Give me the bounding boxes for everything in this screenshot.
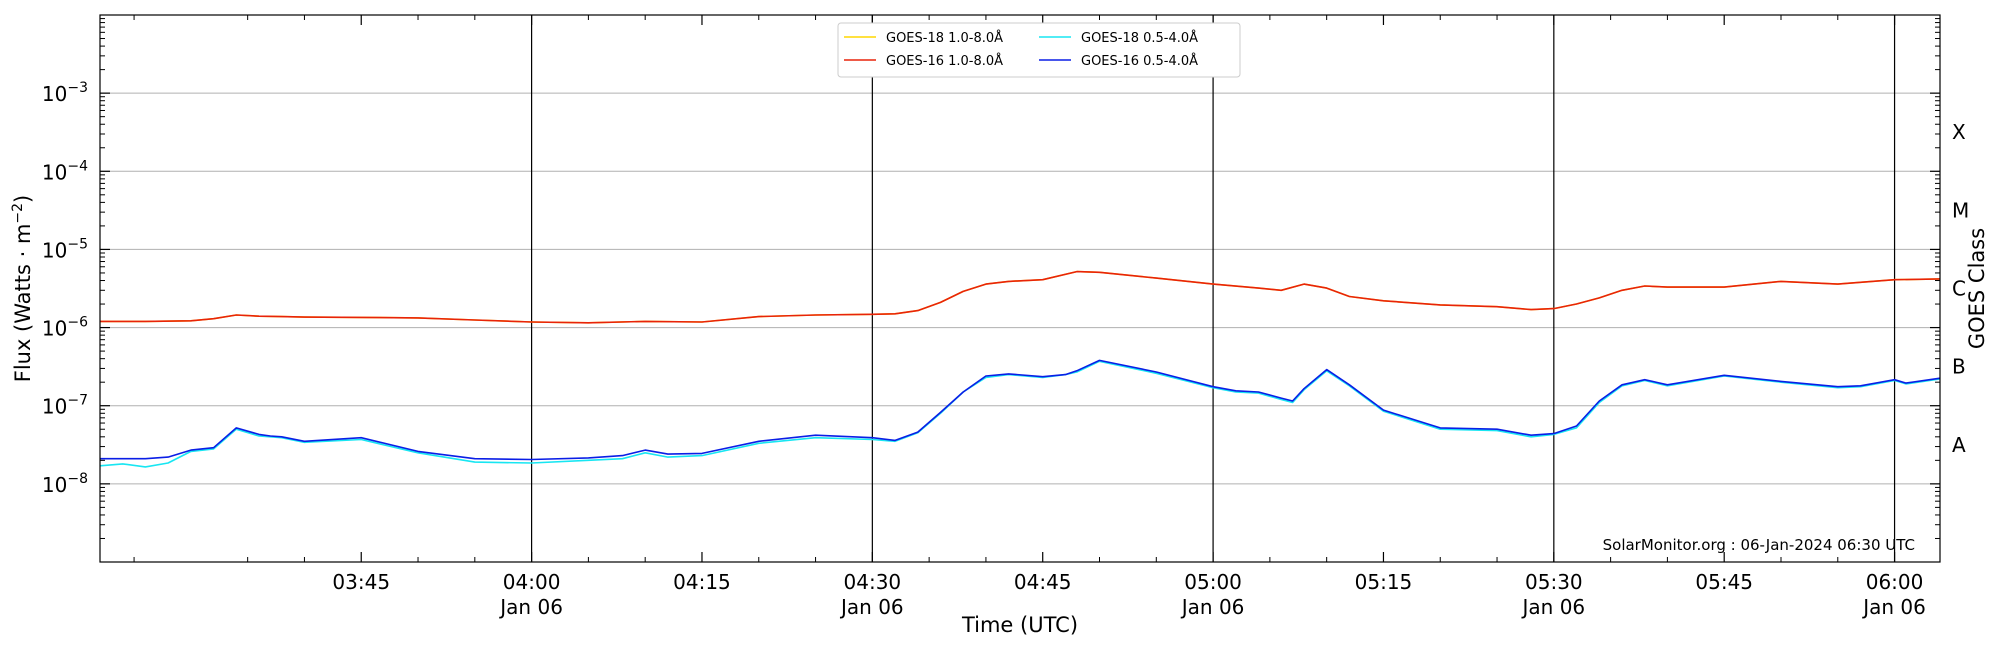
y-tick-base: 10 xyxy=(42,238,67,262)
x-tick-date-label: Jan 06 xyxy=(1180,595,1245,619)
legend: GOES-18 1.0-8.0Å GOES-16 1.0-8.0Å GOES-18 … xyxy=(837,22,1241,78)
goes-class-label: A xyxy=(1952,433,1966,457)
y-axis-title-superscript: −2 xyxy=(10,203,26,224)
y-tick-label: 10−6 xyxy=(42,315,88,341)
y-tick-label: 10−4 xyxy=(42,158,88,184)
y-axis-title-close: ) xyxy=(11,195,35,203)
flux-series xyxy=(99,270,1941,468)
goes-class-label: X xyxy=(1952,120,1966,144)
y-tick-base: 10 xyxy=(42,473,67,497)
series-line xyxy=(100,270,1941,324)
y-tick-label: 10−8 xyxy=(42,471,88,497)
y-tick-labels: 10−810−710−610−510−410−3 xyxy=(42,80,88,497)
series-line xyxy=(100,270,1941,324)
x-tick-label: 05:45 xyxy=(1695,570,1753,594)
legend-label: GOES-16 0.5-4.0Å xyxy=(1081,53,1198,69)
y-tick-base: 10 xyxy=(42,82,67,106)
goes-class-label: M xyxy=(1952,198,1969,222)
y-tick-label: 10−3 xyxy=(42,80,88,106)
x-tick-label: 05:00 xyxy=(1184,570,1242,594)
x-tick-label: 05:30 xyxy=(1525,570,1583,594)
day-marker-lines xyxy=(531,15,1896,562)
y-axis-title: Flux (Watts · m−2) xyxy=(10,195,35,383)
y-tick-label: 10−7 xyxy=(42,393,88,419)
x-tick-date-label: Jan 06 xyxy=(1861,595,1926,619)
y-axis-title-main: Flux (Watts · m xyxy=(11,224,35,383)
y-tick-exponent: −7 xyxy=(67,393,88,409)
x-tick-label: 04:45 xyxy=(1014,570,1072,594)
x-tick-label: 04:15 xyxy=(673,570,731,594)
legend-box xyxy=(837,22,1241,78)
goes-class-label: B xyxy=(1952,355,1966,379)
x-tick-label: 03:45 xyxy=(332,570,390,594)
series-line xyxy=(99,360,1941,468)
x-tick-date-label: Jan 06 xyxy=(498,595,563,619)
y-tick-exponent: −4 xyxy=(67,158,88,174)
plot-frame xyxy=(99,14,1941,563)
x-tick-label: 06:00 xyxy=(1866,570,1924,594)
y-tick-base: 10 xyxy=(42,317,67,341)
y-tick-base: 10 xyxy=(42,160,67,184)
goes-class-axis-title: GOES Class xyxy=(1965,228,1989,349)
credit-text: SolarMonitor.org : 06-Jan-2024 06:30 UTC xyxy=(1603,536,1915,554)
y-tick-exponent: −3 xyxy=(67,80,88,96)
y-tick-exponent: −6 xyxy=(67,315,88,331)
y-tick-label: 10−5 xyxy=(42,236,88,262)
x-axis-title: Time (UTC) xyxy=(961,613,1078,637)
x-tick-label: 04:00 xyxy=(503,570,561,594)
legend-label: GOES-18 1.0-8.0Å xyxy=(886,30,1003,46)
y-tick-exponent: −8 xyxy=(67,471,88,487)
x-tick-label: 05:15 xyxy=(1355,570,1413,594)
legend-label: GOES-16 1.0-8.0Å xyxy=(886,53,1003,69)
axis-ticks xyxy=(100,15,1940,562)
x-tick-label: 04:30 xyxy=(844,570,902,594)
x-tick-date-label: Jan 06 xyxy=(1521,595,1586,619)
y-tick-base: 10 xyxy=(42,395,67,419)
goes-class-labels: A B C M X xyxy=(1952,120,1969,457)
x-tick-date-label: Jan 06 xyxy=(839,595,904,619)
y-tick-exponent: −5 xyxy=(67,236,88,252)
series-line xyxy=(100,359,1941,461)
horizontal-grid xyxy=(100,92,1940,485)
legend-label: GOES-18 0.5-4.0Å xyxy=(1081,30,1198,46)
goes-class-label: C xyxy=(1952,277,1966,301)
